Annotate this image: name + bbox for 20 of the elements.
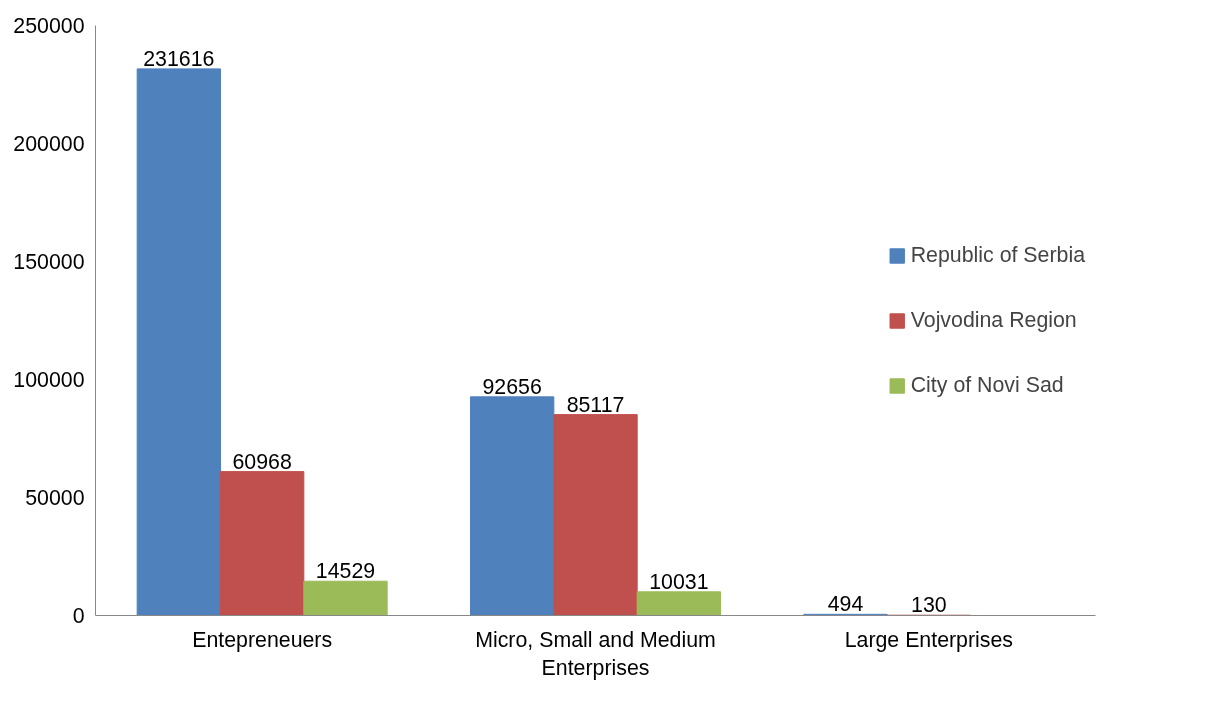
y-tick-label: 50000 xyxy=(25,486,85,510)
data-label: 494 xyxy=(827,592,864,617)
y-tick-label: 200000 xyxy=(13,132,85,156)
y-tick-label: 150000 xyxy=(13,250,85,274)
legend-label: Republic of Serbia xyxy=(910,242,1085,268)
data-label: 14529 xyxy=(315,559,376,584)
y-tick-label: 0 xyxy=(72,604,85,628)
y-tick-label: 250000 xyxy=(13,14,85,38)
x-tick-label: Large Enterprises xyxy=(844,627,1014,652)
data-label: 85117 xyxy=(566,392,625,417)
data-label: 231616 xyxy=(143,46,215,71)
data-label: 130 xyxy=(911,593,947,618)
legend-label: City of Novi Sad xyxy=(910,372,1064,398)
legend-label: Vojvodina Region xyxy=(910,307,1077,333)
data-label: 10031 xyxy=(649,569,709,594)
y-tick-label: 100000 xyxy=(13,368,85,392)
data-label: 60968 xyxy=(232,449,292,474)
x-tick-label: Entepreneuers xyxy=(192,627,333,652)
data-label: 92656 xyxy=(482,374,542,399)
x-tick-label: Micro, Small and Medium Enterprises xyxy=(475,627,716,681)
